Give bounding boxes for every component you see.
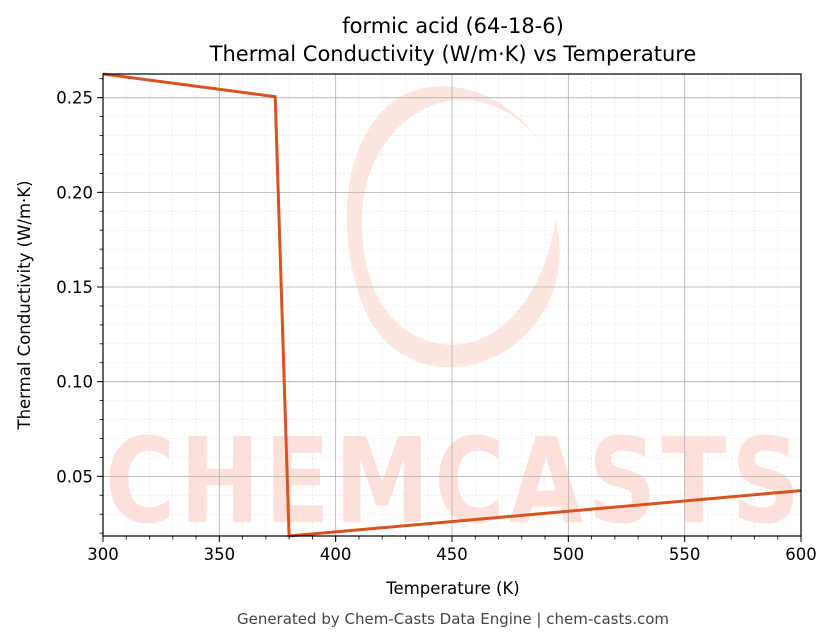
y-tick-label: 0.20 xyxy=(56,183,93,202)
chart-title-line1: formic acid (64-18-6) xyxy=(342,14,564,38)
x-tick-label: 550 xyxy=(669,545,701,564)
series-layer xyxy=(102,72,802,538)
series-line xyxy=(102,72,802,538)
x-tick-label: 350 xyxy=(204,545,236,564)
y-axis-label: Thermal Conductivity (W/m·K) xyxy=(15,180,34,430)
axis-ticks xyxy=(97,78,802,542)
x-tick-label: 600 xyxy=(785,545,817,564)
chart-title-line2: Thermal Conductivity (W/m·K) vs Temperat… xyxy=(209,42,697,66)
x-axis-label: Temperature (K) xyxy=(385,579,519,598)
tick-labels: 300 350 400 450 500 550 600 0.05 0.10 0.15 0.20 0.2… xyxy=(56,89,817,564)
x-tick-label: 400 xyxy=(320,545,352,564)
footer-credit: Generated by Chem-Casts Data Engine | ch… xyxy=(237,610,669,628)
watermark-text: CHEMCASTS xyxy=(105,412,805,550)
y-tick-label: 0.15 xyxy=(56,278,93,297)
watermark: CHEMCASTS xyxy=(105,86,805,550)
x-tick-label: 300 xyxy=(87,545,119,564)
y-tick-label: 0.10 xyxy=(56,373,93,392)
x-tick-label: 500 xyxy=(553,545,585,564)
y-tick-label: 0.25 xyxy=(56,89,93,108)
y-tick-label: 0.05 xyxy=(56,467,93,486)
x-tick-label: 450 xyxy=(436,545,468,564)
